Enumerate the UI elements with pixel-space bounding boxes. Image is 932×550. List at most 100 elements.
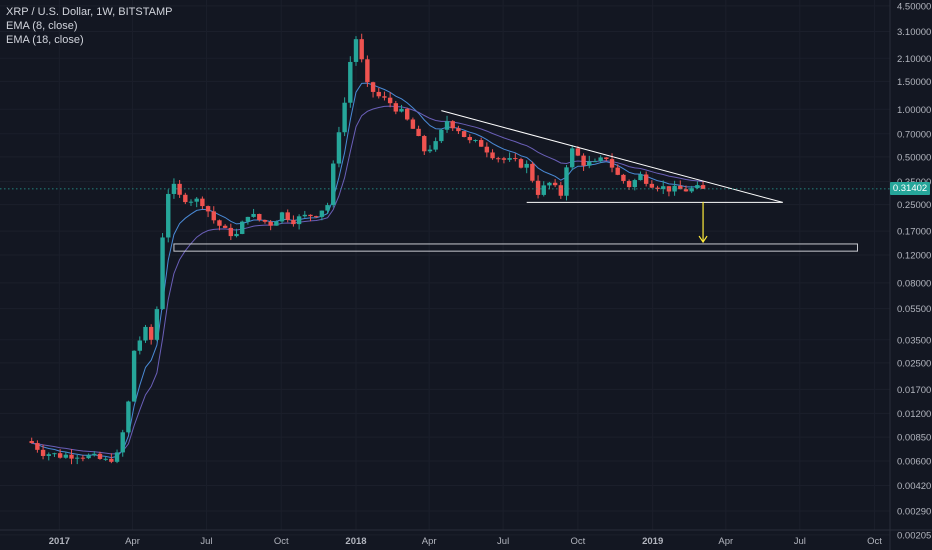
x-tick-label: 2019 [642,536,663,547]
y-tick-label: 0.00850 [897,433,931,444]
candle-body [422,136,427,152]
down-arrow-head [698,235,708,244]
candle-body [604,157,609,160]
candle-body [131,350,137,402]
candle-body [683,189,689,192]
candle-body [456,128,461,132]
candle-body [336,132,342,164]
candle-body [615,167,620,175]
candle-body [370,82,376,92]
support-zone[interactable] [173,243,858,252]
x-tick-label: Apr [718,536,733,547]
y-tick-label: 0.00420 [897,481,931,492]
candle-body [262,219,268,222]
candle-body [154,309,160,340]
last-price-tag: 0.31402 [890,182,930,196]
candle-body [399,108,404,112]
candle-body [564,167,569,196]
y-tick-label: 0.05500 [897,304,931,315]
candle-body [302,214,307,217]
candle-body [86,455,91,459]
candle-body [587,161,592,166]
candle-body [427,149,433,152]
candle-body [200,198,205,207]
grid [0,0,890,535]
candle-body [632,180,637,188]
candle-body [268,221,273,226]
candle-body [92,453,97,456]
candle-body [490,152,495,159]
candle-body [439,129,444,142]
candle-body [609,159,615,168]
y-tick-label: 0.25000 [897,200,931,211]
candle-body [689,188,694,192]
candle-body [217,220,222,226]
candle-body [137,340,142,351]
y-tick-label: 0.70000 [897,129,931,140]
candle-body [496,158,501,160]
ema-slow-label[interactable]: EMA (18, close) [6,34,84,46]
candle-body [575,148,581,156]
y-tick-label: 0.00290 [897,507,931,518]
x-tick-label: Jul [497,536,509,547]
x-tick-label: Oct [867,536,882,547]
candle-body [109,458,114,462]
candle-body [638,174,643,181]
candle-body [57,453,63,458]
candle-body [450,121,455,129]
candle-body [558,185,564,196]
candle-body [461,131,467,138]
candle-body [348,61,353,103]
candle-body [319,210,325,217]
candle-body [655,187,660,190]
candle-body [188,201,194,203]
candle-body [251,213,256,217]
candle-body [97,453,103,459]
x-tick-label: Oct [570,536,585,547]
y-tick-label: 0.08000 [897,278,931,289]
candle-body [126,401,131,433]
x-tick-label: 2018 [345,536,366,547]
candle-body [592,161,598,163]
candle-body [148,326,154,340]
candle-body [467,137,472,141]
x-tick-label: Apr [422,536,437,547]
candle-body [507,158,512,160]
candle-body [342,102,347,133]
symbol-title[interactable]: XRP / U.S. Dollar, 1W, BITSTAMP [6,6,173,18]
y-tick-label: 0.12000 [897,251,931,262]
candle-body [598,157,603,162]
candle-body [160,237,165,310]
candle-body [649,183,655,188]
candle-body [143,326,148,341]
candles [29,33,706,465]
candle-body [194,198,199,202]
candle-body [473,140,478,142]
x-tick-label: Apr [125,536,140,547]
time-axis[interactable]: 2017 Apr Jul Oct 2018 Apr Jul Oct 2019 Apr Jul Oct [49,536,883,547]
x-tick-label: Jul [200,536,212,547]
candle-body [279,212,285,222]
candle-body [285,212,290,220]
y-tick-label: 1.00000 [897,105,931,116]
candle-body [433,141,438,150]
y-tick-label: 0.17000 [897,227,931,238]
candle-body [171,183,177,194]
chart-legend: XRP / U.S. Dollar, 1W, BITSTAMP EMA (8, … [6,5,172,47]
y-tick-label: 1.50000 [897,77,931,88]
candle-body [387,97,393,104]
candle-body [353,39,359,62]
candle-body [700,185,706,189]
y-tick-label: 3.10000 [897,27,931,38]
candle-body [416,128,421,137]
candle-body [114,452,120,462]
candle-body [183,194,188,203]
candle-body [245,216,251,222]
y-tick-label: 0.01700 [897,385,931,396]
candle-body [46,454,51,456]
candle-body [484,146,490,153]
candle-body [513,158,518,160]
descending-trendline[interactable] [441,110,783,203]
ema-fast-label[interactable]: EMA (8, close) [6,20,78,32]
